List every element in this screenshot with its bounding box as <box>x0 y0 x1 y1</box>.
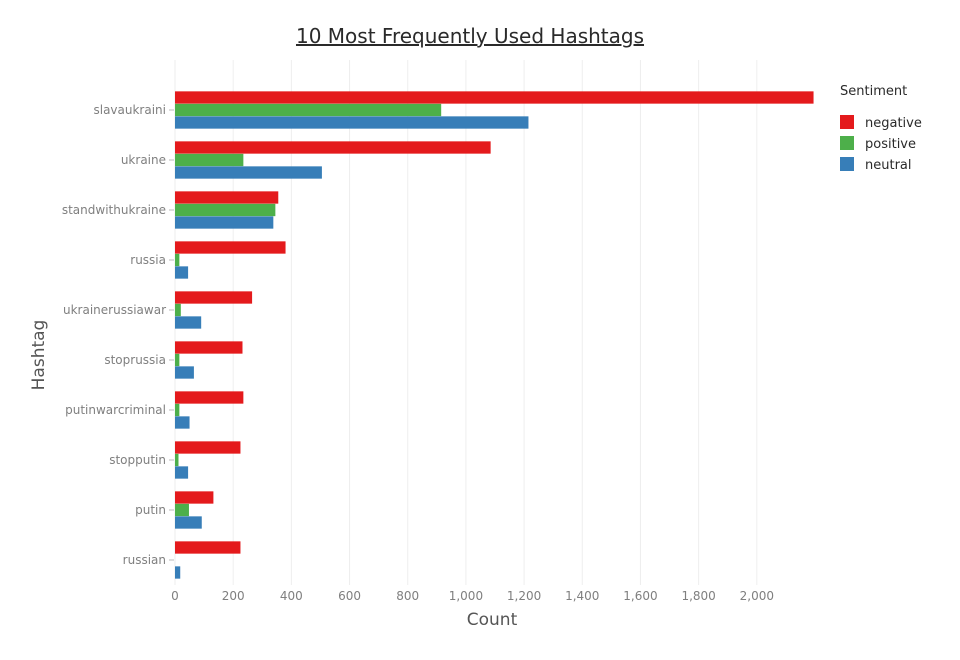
bar-neutral-ukrainerussiawar[interactable] <box>175 316 202 329</box>
x-tick-label: 2,000 <box>740 589 774 603</box>
y-tick-label: stoprussia <box>104 353 166 367</box>
bar-negative-standwithukraine[interactable] <box>175 191 279 204</box>
legend-title: Sentiment <box>840 84 907 99</box>
bar-positive-ukrainerussiawar[interactable] <box>175 303 181 317</box>
y-tick-label: stopputin <box>109 453 166 467</box>
bar-neutral-ukraine[interactable] <box>175 166 322 179</box>
bar-positive-slavaukraini[interactable] <box>175 103 442 117</box>
legend-swatch-negative[interactable] <box>840 115 854 129</box>
legend-swatch-positive[interactable] <box>840 136 854 150</box>
bar-negative-russian[interactable] <box>175 541 241 554</box>
bar-neutral-slavaukraini[interactable] <box>175 116 529 129</box>
bar-negative-ukraine[interactable] <box>175 141 491 154</box>
legend-label-neutral[interactable]: neutral <box>865 158 912 173</box>
y-tick-label: putin <box>135 503 166 517</box>
bar-positive-standwithukraine[interactable] <box>175 203 276 217</box>
grid-layer <box>174 60 758 585</box>
bar-neutral-russia[interactable] <box>175 266 189 279</box>
bar-positive-stoprussia[interactable] <box>175 353 180 367</box>
x-tick-label: 1,000 <box>449 589 483 603</box>
bar-negative-slavaukraini[interactable] <box>175 91 814 104</box>
bar-neutral-stopputin[interactable] <box>175 466 189 479</box>
bar-neutral-standwithukraine[interactable] <box>175 216 274 229</box>
x-tick-label: 1,800 <box>681 589 715 603</box>
bar-neutral-putin[interactable] <box>175 516 202 529</box>
y-tick-label: standwithukraine <box>62 203 166 217</box>
x-tick-label: 400 <box>280 589 303 603</box>
bar-negative-putinwarcriminal[interactable] <box>175 391 244 404</box>
legend-swatch-neutral[interactable] <box>840 157 854 171</box>
legend: Sentiment negative positive neutral <box>840 84 922 173</box>
x-tick-label: 1,200 <box>507 589 541 603</box>
legend-label-positive[interactable]: positive <box>865 137 916 152</box>
y-tick-label: russia <box>130 253 166 267</box>
x-tick-label: 800 <box>396 589 419 603</box>
x-tick-label: 200 <box>222 589 245 603</box>
bars-layer <box>175 91 814 579</box>
bar-neutral-putinwarcriminal[interactable] <box>175 416 190 429</box>
x-tick-label: 0 <box>171 589 179 603</box>
bar-positive-stopputin[interactable] <box>175 453 179 467</box>
bar-neutral-russian[interactable] <box>175 566 181 579</box>
bar-positive-putinwarcriminal[interactable] <box>175 403 180 417</box>
y-tick-label: slavaukraini <box>93 103 166 117</box>
y-tick-label: putinwarcriminal <box>65 403 166 417</box>
bar-neutral-stoprussia[interactable] <box>175 366 194 379</box>
bar-negative-stoprussia[interactable] <box>175 341 243 354</box>
bar-positive-ukraine[interactable] <box>175 153 244 167</box>
x-tick-label: 600 <box>338 589 361 603</box>
bar-positive-russia[interactable] <box>175 253 180 267</box>
bar-negative-stopputin[interactable] <box>175 441 241 454</box>
x-tick-label: 1,600 <box>623 589 657 603</box>
y-tick-label: russian <box>123 553 166 567</box>
bar-negative-russia[interactable] <box>175 241 286 254</box>
legend-label-negative[interactable]: negative <box>865 116 922 131</box>
bar-negative-putin[interactable] <box>175 491 214 504</box>
y-tick-label: ukrainerussiawar <box>63 303 166 317</box>
y-axis: slavaukraini ukraine standwithukraine russi… <box>62 103 174 567</box>
x-axis-title: Count <box>467 610 518 630</box>
y-axis-title: Hashtag <box>29 320 49 391</box>
chart-title: 10 Most Frequently Used Hashtags <box>296 24 644 48</box>
x-tick-label: 1,400 <box>565 589 599 603</box>
y-tick-label: ukraine <box>121 153 166 167</box>
x-axis: 0 200 400 600 800 1,000 1,200 1,400 1,600 1,800 2,… <box>171 589 774 603</box>
bar-negative-ukrainerussiawar[interactable] <box>175 291 253 304</box>
bar-positive-putin[interactable] <box>175 503 189 517</box>
